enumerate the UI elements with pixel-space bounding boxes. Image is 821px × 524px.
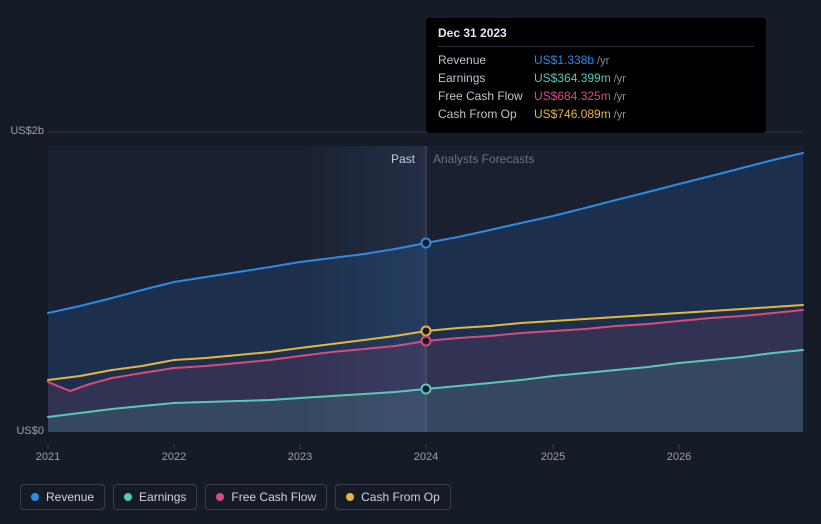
tooltip-row-value: US$364.399m — [534, 71, 611, 85]
legend-label: Cash From Op — [361, 490, 440, 504]
tooltip-row-label: Cash From Op — [438, 107, 534, 121]
tooltip-row-suffix: /yr — [614, 109, 626, 121]
tooltip-date: Dec 31 2023 — [438, 26, 754, 47]
tooltip-row-suffix: /yr — [614, 91, 626, 103]
legend-item-cash-from-op[interactable]: Cash From Op — [335, 484, 451, 510]
cash_from_op-marker — [422, 327, 431, 336]
x-axis-label: 2022 — [162, 451, 186, 463]
tooltip-row: Free Cash FlowUS$684.325m/yr — [438, 87, 754, 105]
tooltip-row: Cash From OpUS$746.089m/yr — [438, 105, 754, 123]
x-axis-label: 2026 — [667, 451, 691, 463]
legend-label: Revenue — [46, 490, 94, 504]
forecast-region-label: Analysts Forecasts — [433, 152, 534, 166]
tooltip-row-label: Revenue — [438, 53, 534, 67]
tooltip-row-value: US$746.089m — [534, 107, 611, 121]
tooltip-row-label: Earnings — [438, 71, 534, 85]
chart-tooltip: Dec 31 2023 RevenueUS$1.338b/yrEarningsU… — [426, 18, 766, 133]
tooltip-row-label: Free Cash Flow — [438, 89, 534, 103]
x-axis-label: 2024 — [414, 451, 438, 463]
legend-item-revenue[interactable]: Revenue — [20, 484, 105, 510]
x-axis-label: 2025 — [541, 451, 565, 463]
x-axis-label: 2021 — [36, 451, 60, 463]
tooltip-row: EarningsUS$364.399m/yr — [438, 69, 754, 87]
legend-dot — [31, 493, 39, 501]
legend-item-earnings[interactable]: Earnings — [113, 484, 197, 510]
revenue-marker — [422, 239, 431, 248]
y-axis-label-top: US$2b — [4, 125, 44, 137]
legend-label: Free Cash Flow — [231, 490, 316, 504]
free_cash_flow-marker — [422, 337, 431, 346]
legend-dot — [216, 493, 224, 501]
earnings-marker — [422, 385, 431, 394]
tooltip-row-value: US$1.338b — [534, 53, 594, 67]
tooltip-row-value: US$684.325m — [534, 89, 611, 103]
y-axis-label-bottom: US$0 — [4, 425, 44, 437]
financial-forecast-chart: US$2b US$0 Past Analysts Forecasts 2021 2… — [0, 0, 821, 524]
tooltip-row-suffix: /yr — [614, 73, 626, 85]
past-region-label: Past — [391, 152, 415, 166]
legend-dot — [346, 493, 354, 501]
legend-dot — [124, 493, 132, 501]
tooltip-row-suffix: /yr — [597, 55, 609, 67]
chart-legend: Revenue Earnings Free Cash Flow Cash From O… — [20, 484, 451, 510]
tooltip-row: RevenueUS$1.338b/yr — [438, 51, 754, 69]
legend-item-free-cash-flow[interactable]: Free Cash Flow — [205, 484, 327, 510]
x-axis-label: 2023 — [288, 451, 312, 463]
legend-label: Earnings — [139, 490, 186, 504]
